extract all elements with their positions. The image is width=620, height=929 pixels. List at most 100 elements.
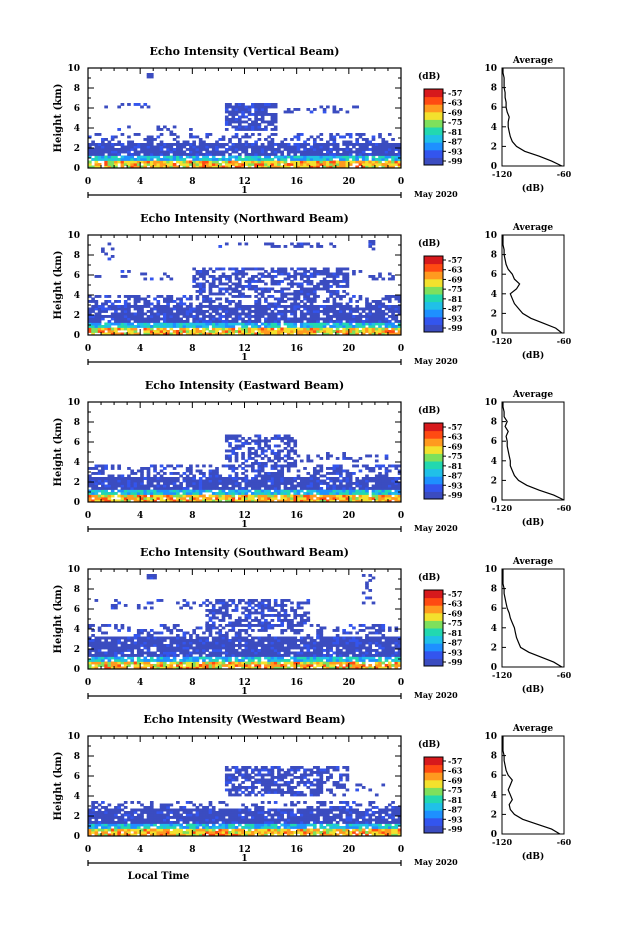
echo-cell bbox=[251, 656, 255, 660]
echo-cell bbox=[162, 479, 167, 483]
echo-cell bbox=[228, 280, 232, 283]
echo-cell bbox=[329, 315, 333, 318]
echo-cell bbox=[123, 487, 128, 490]
echo-cell bbox=[133, 327, 138, 331]
echo-cell bbox=[244, 497, 249, 500]
echo-cell bbox=[277, 325, 281, 328]
echo-cell bbox=[394, 492, 399, 495]
echo-cell bbox=[156, 315, 161, 318]
echo-cell bbox=[326, 270, 330, 273]
echo-cell bbox=[332, 322, 337, 326]
echo-cell bbox=[231, 312, 236, 316]
echo-cell bbox=[273, 290, 278, 293]
y-tick-label: 2 bbox=[74, 478, 80, 488]
echo-cell bbox=[182, 163, 187, 166]
echo-cell bbox=[326, 275, 330, 278]
echo-cell bbox=[208, 290, 213, 293]
echo-cell bbox=[198, 639, 203, 642]
echo-cell bbox=[397, 150, 402, 154]
echo-cell bbox=[228, 489, 232, 493]
echo-cell bbox=[312, 158, 317, 161]
echo-cell bbox=[215, 277, 219, 281]
echo-cell bbox=[224, 479, 229, 483]
echo-cell bbox=[205, 300, 210, 303]
echo-cell bbox=[332, 482, 337, 485]
echo-cell bbox=[303, 307, 307, 311]
echo-cell bbox=[286, 287, 291, 291]
echo-cell bbox=[381, 332, 386, 336]
echo-cell bbox=[136, 312, 141, 316]
echo-cell bbox=[192, 649, 196, 652]
echo-cell bbox=[130, 654, 135, 657]
echo-cell bbox=[270, 267, 275, 271]
echo-cell bbox=[94, 307, 99, 311]
echo-cell bbox=[153, 487, 157, 490]
echo-cell bbox=[322, 267, 327, 271]
echo-cell bbox=[244, 145, 249, 149]
echo-cell bbox=[270, 165, 275, 169]
echo-cell bbox=[290, 439, 294, 443]
echo-cell bbox=[127, 497, 131, 500]
echo-cell bbox=[316, 315, 320, 318]
echo-cell bbox=[182, 661, 187, 665]
echo-cell bbox=[234, 444, 239, 448]
echo-cell bbox=[192, 165, 196, 169]
colorbar-step bbox=[424, 96, 443, 105]
echo-cell bbox=[159, 332, 164, 336]
echo-cell bbox=[179, 659, 183, 662]
echo-cell bbox=[254, 155, 258, 159]
echo-cell bbox=[309, 302, 314, 306]
echo-cell bbox=[254, 165, 258, 169]
echo-cell bbox=[159, 145, 164, 149]
echo-cell bbox=[218, 143, 223, 146]
echo-cell bbox=[378, 317, 382, 321]
echo-cell bbox=[237, 143, 242, 146]
echo-cell bbox=[234, 160, 239, 164]
echo-cell bbox=[218, 666, 223, 670]
echo-cell bbox=[211, 158, 216, 161]
echo-cell bbox=[335, 327, 340, 331]
echo-cell bbox=[136, 315, 141, 318]
echo-cell bbox=[198, 163, 203, 166]
echo-cell bbox=[153, 469, 157, 473]
echo-cell bbox=[241, 120, 245, 124]
echo-cell bbox=[114, 332, 118, 336]
echo-cell bbox=[241, 452, 245, 455]
echo-cell bbox=[189, 155, 193, 159]
x-tick-label: 4 bbox=[137, 511, 143, 521]
echo-cell bbox=[114, 312, 118, 316]
echo-cell bbox=[136, 469, 141, 473]
echo-cell bbox=[123, 302, 128, 306]
echo-cell bbox=[306, 277, 311, 281]
echo-cell bbox=[316, 325, 320, 328]
echo-cell bbox=[352, 487, 356, 490]
echo-cell bbox=[309, 275, 314, 278]
echo-cell bbox=[221, 305, 226, 308]
echo-cell bbox=[244, 332, 249, 336]
echo-cell bbox=[140, 644, 144, 647]
echo-cell bbox=[378, 484, 382, 488]
echo-cell bbox=[290, 110, 294, 114]
echo-cell bbox=[221, 494, 226, 498]
echo-cell bbox=[185, 307, 190, 311]
echo-cell bbox=[176, 325, 180, 328]
echo-cell bbox=[264, 300, 268, 303]
echo-cell bbox=[319, 330, 324, 333]
echo-cell bbox=[117, 477, 122, 480]
echo-cell bbox=[365, 143, 369, 146]
echo-cell bbox=[127, 322, 131, 326]
x-tick-label: 12 bbox=[238, 177, 251, 187]
echo-cell bbox=[352, 489, 356, 493]
echo-cell bbox=[241, 644, 245, 647]
profile-line bbox=[502, 68, 563, 167]
echo-cell bbox=[348, 482, 353, 485]
echo-cell bbox=[293, 487, 298, 490]
echo-cell bbox=[244, 477, 249, 480]
echo-cell bbox=[231, 661, 236, 665]
echo-cell bbox=[185, 499, 190, 503]
echo-cell bbox=[312, 330, 317, 333]
echo-cell bbox=[365, 155, 369, 159]
echo-cell bbox=[322, 497, 327, 500]
echo-cell bbox=[104, 150, 108, 154]
echo-cell bbox=[234, 651, 239, 655]
